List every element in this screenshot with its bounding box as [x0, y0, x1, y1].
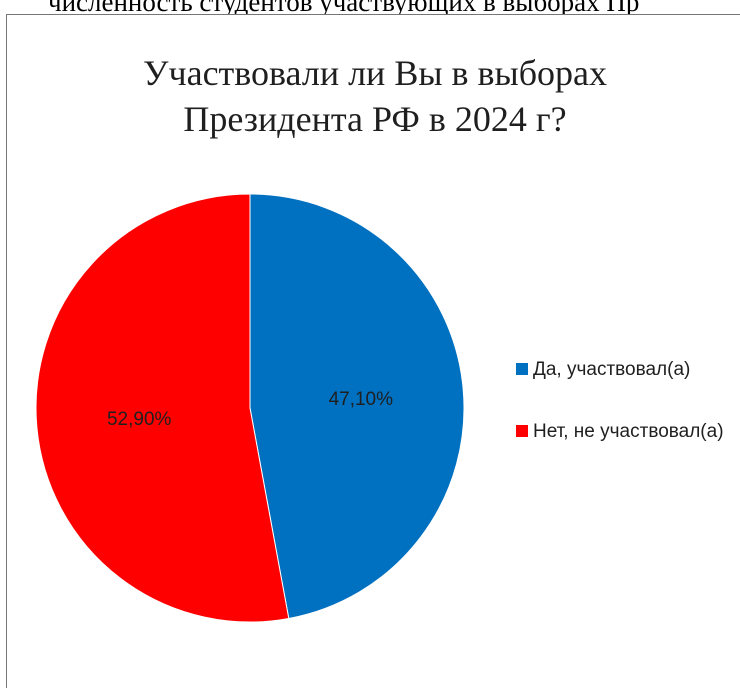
chart-title-line-2: Президента РФ в 2024 г? [183, 99, 567, 139]
legend: Да, участвовал(а) Нет, не участвовал(а) [516, 355, 740, 479]
pie-slice-no [35, 193, 290, 623]
pie-data-labels: 47,10% 52,90% [107, 389, 393, 430]
document-text-line: численность студентов участвующих в выбо… [48, 0, 640, 17]
pie-label-yes: 47,10% [329, 389, 394, 410]
pie-label-no: 52,90% [107, 409, 172, 430]
legend-label-no: Нет, не участвовал(а) [533, 421, 724, 442]
legend-item-no: Нет, не участвовал(а) [516, 417, 740, 446]
legend-label-yes: Да, участвовал(а) [533, 359, 691, 380]
pie-slice-yes [249, 193, 465, 620]
legend-item-yes: Да, участвовал(а) [516, 355, 740, 384]
chart-title-line-1: Участвовали ли Вы в выборах [143, 53, 607, 93]
chart-container: Участвовали ли Вы в выборах Президента Р… [6, 14, 740, 688]
pie-slices [35, 193, 465, 623]
pie-chart: 47,10% 52,90% [35, 193, 465, 623]
legend-swatch-yes [516, 363, 528, 375]
chart-title: Участвовали ли Вы в выборах Президента Р… [7, 50, 740, 142]
legend-swatch-no [516, 425, 528, 437]
